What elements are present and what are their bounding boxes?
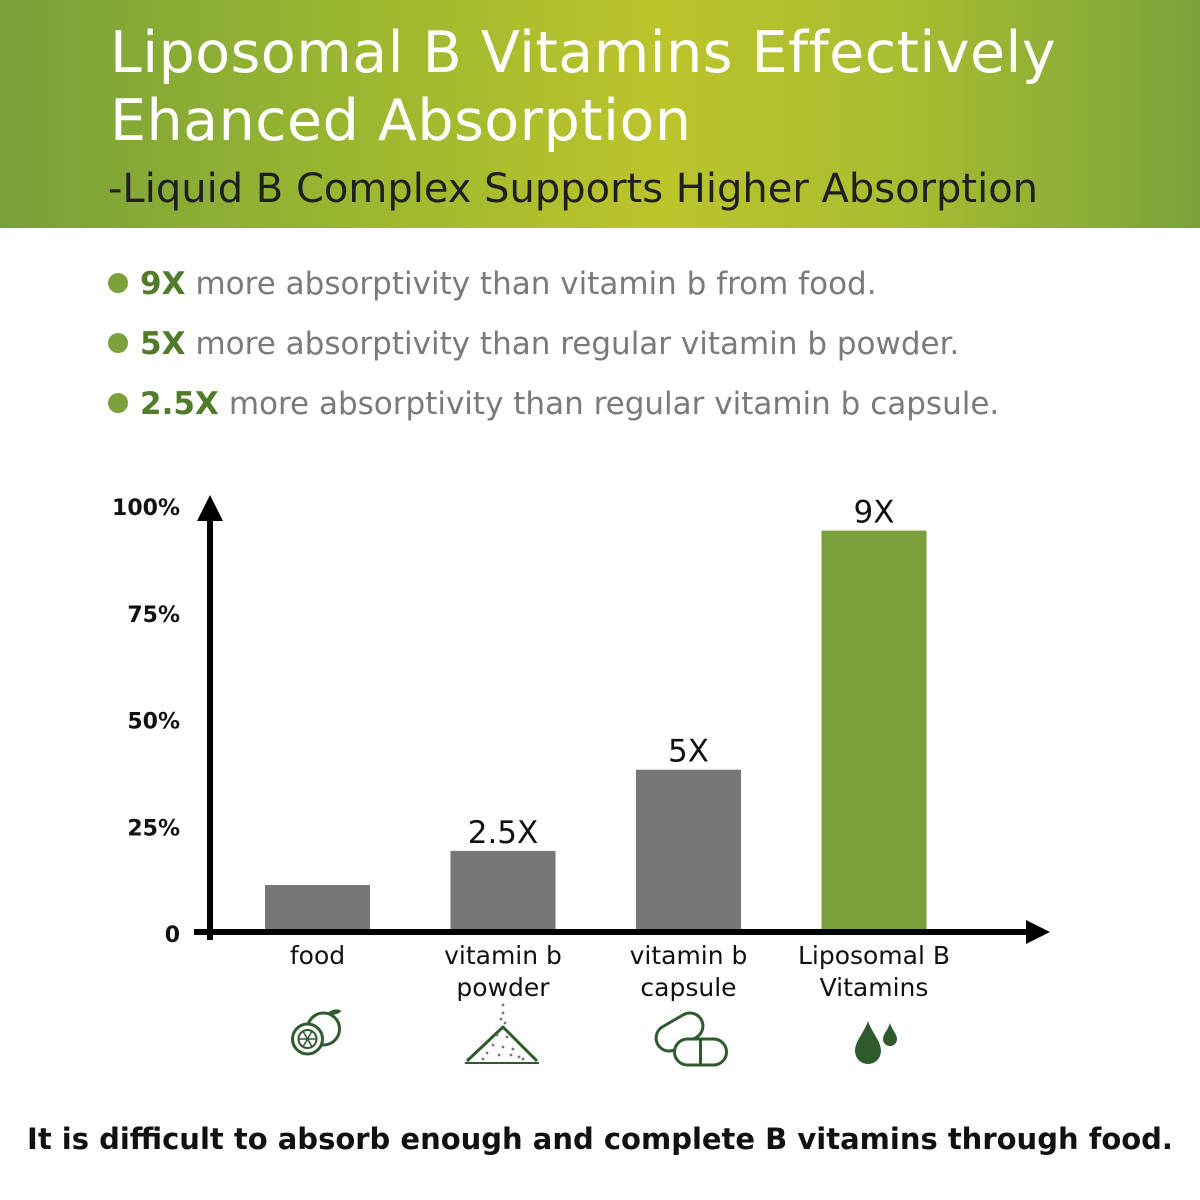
- benefit-text: more absorptivity than regular vitamin b…: [228, 386, 1000, 422]
- header-banner: Liposomal B Vitamins Effectively Ehanced…: [0, 0, 1200, 228]
- title-line-2: Ehanced Absorption: [110, 88, 692, 154]
- x-axis-arrow: [1026, 920, 1050, 944]
- subtitle: -Liquid B Complex Supports Higher Absorp…: [108, 166, 1039, 212]
- footer-note: It is difficult to absorb enough and com…: [27, 1122, 1173, 1156]
- y-tick-label: 75%: [127, 603, 180, 628]
- bullet-dot-icon: [108, 392, 128, 413]
- benefit-multiplier: 5X: [140, 326, 186, 362]
- bar-data-label: 9X: [854, 495, 895, 531]
- x-tick-label: vitamin b: [444, 941, 562, 970]
- bar: [265, 885, 370, 929]
- liquid-drops-icon: [855, 1021, 897, 1064]
- bar-data-label: 2.5X: [468, 815, 539, 851]
- lemon-icon: [291, 1009, 342, 1056]
- absorption-bar-chart: 0 25% 50% 75% 100% food 2.5X vitamin b powder 5X v…: [112, 495, 1050, 1067]
- bullet-dot-icon: [108, 332, 128, 353]
- bar: [636, 769, 741, 929]
- y-axis-arrow: [197, 495, 223, 521]
- benefit-multiplier: 2.5X: [140, 386, 219, 422]
- benefit-item: 9X more absorptivity than vitamin b from …: [108, 262, 999, 322]
- benefit-text: more absorptivity than regular vitamin b…: [195, 326, 960, 362]
- bar: [821, 530, 927, 929]
- y-tick-label: 0: [165, 923, 180, 948]
- x-tick-label: Vitamins: [820, 973, 929, 1002]
- benefit-list: 9X more absorptivity than vitamin b from …: [108, 262, 999, 442]
- y-tick-label: 50%: [127, 710, 180, 735]
- benefit-multiplier: 9X: [140, 266, 186, 302]
- x-tick-label: capsule: [640, 973, 736, 1002]
- title-line-1: Liposomal B Vitamins Effectively: [110, 20, 1057, 86]
- y-tick-label: 100%: [112, 496, 180, 521]
- x-tick-label: food: [290, 941, 345, 970]
- x-tick-label: Liposomal B: [798, 941, 950, 970]
- benefit-item: 5X more absorptivity than regular vitamin…: [108, 322, 999, 382]
- x-tick-label: vitamin b: [630, 941, 748, 970]
- powder-pile-icon: [465, 1003, 539, 1064]
- bullet-dot-icon: [108, 272, 128, 293]
- benefit-text: more absorptivity than vitamin b from fo…: [195, 266, 877, 302]
- y-tick-label: 25%: [127, 816, 180, 841]
- x-tick-label: powder: [456, 973, 550, 1002]
- bar: [450, 850, 556, 929]
- capsules-icon: [654, 1011, 728, 1067]
- benefit-item: 2.5X more absorptivity than regular vitam…: [108, 382, 999, 442]
- bar-data-label: 5X: [668, 734, 709, 770]
